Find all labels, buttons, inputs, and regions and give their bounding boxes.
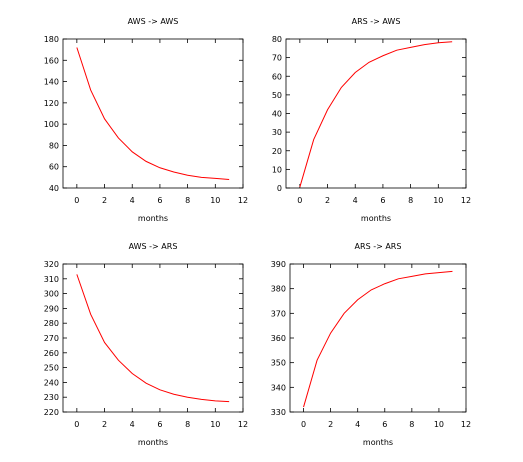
chart-panel-aws-aws: AWS -> AWS months 0 2 4 6 8 10 12 40 60 80 100 120 1… <box>44 17 248 223</box>
x-tick-label: 2 <box>102 420 107 429</box>
y-tick-label: 30 <box>272 128 282 137</box>
x-axis-label: months <box>363 438 393 447</box>
x-tick-label: 12 <box>461 420 471 429</box>
x-tick-label: 8 <box>185 196 190 205</box>
y-tick-label: 340 <box>271 383 286 392</box>
x-tick-label: 4 <box>130 196 135 205</box>
plot-frame <box>62 263 244 413</box>
x-tick-label: 2 <box>325 196 330 205</box>
x-tick-label: 6 <box>157 196 162 205</box>
y-tick-label: 160 <box>44 56 59 65</box>
x-tick-label: 6 <box>382 420 387 429</box>
chart-title: ARS -> AWS <box>352 17 401 26</box>
plot-frame <box>289 263 467 413</box>
y-tick-label: 80 <box>49 141 59 150</box>
x-tick-label: 10 <box>434 420 444 429</box>
y-tick-label: 360 <box>271 334 286 343</box>
y-tick-label: 120 <box>44 99 59 108</box>
x-tick-label: 0 <box>74 196 79 205</box>
y-tick-label: 80 <box>272 35 282 44</box>
x-tick-label: 10 <box>433 196 443 205</box>
x-tick-label: 8 <box>408 196 413 205</box>
x-tick-label: 4 <box>130 420 135 429</box>
y-tick-label: 20 <box>272 147 282 156</box>
chart-title: AWS -> AWS <box>128 17 179 26</box>
y-tick-label: 370 <box>271 309 286 318</box>
y-tick-label: 40 <box>272 110 282 119</box>
y-tick-label: 220 <box>44 408 59 417</box>
series-line <box>303 270 453 408</box>
x-tick-label: 2 <box>328 420 333 429</box>
x-tick-label: 6 <box>157 420 162 429</box>
y-tick-label: 320 <box>44 260 59 269</box>
chart-title: AWS -> ARS <box>129 242 178 251</box>
x-tick-label: 10 <box>210 196 220 205</box>
chart-panel-ars-ars: ARS -> ARS months 0 2 4 6 8 10 12 330 340 350 360 3… <box>271 242 471 447</box>
y-tick-label: 10 <box>272 165 282 174</box>
y-tick-label: 390 <box>271 260 286 269</box>
y-tick-label: 290 <box>44 304 59 313</box>
x-tick-label: 12 <box>238 196 248 205</box>
x-tick-label: 6 <box>380 196 385 205</box>
y-tick-label: 140 <box>44 78 59 87</box>
x-tick-label: 0 <box>301 420 306 429</box>
x-tick-label: 4 <box>353 196 358 205</box>
y-tick-label: 60 <box>49 163 59 172</box>
y-tick-label: 250 <box>44 364 59 373</box>
y-tick-label: 180 <box>44 35 59 44</box>
y-tick-label: 350 <box>271 359 286 368</box>
x-tick-label: 4 <box>355 420 360 429</box>
x-tick-label: 8 <box>409 420 414 429</box>
y-tick-label: 100 <box>44 120 59 129</box>
chart-title: ARS -> ARS <box>355 242 402 251</box>
y-tick-label: 50 <box>272 91 282 100</box>
y-tick-label: 240 <box>44 378 59 387</box>
plot-frame <box>62 38 244 189</box>
x-tick-label: 2 <box>102 196 107 205</box>
y-tick-label: 280 <box>44 319 59 328</box>
x-tick-label: 0 <box>297 196 302 205</box>
x-tick-label: 12 <box>238 420 248 429</box>
x-axis-label: months <box>138 438 168 447</box>
y-tick-label: 310 <box>44 275 59 284</box>
x-tick-label: 10 <box>210 420 220 429</box>
series-line <box>76 274 230 403</box>
y-tick-label: 0 <box>277 184 282 193</box>
y-tick-label: 300 <box>44 290 59 299</box>
chart-panel-aws-ars: AWS -> ARS months 0 2 4 6 8 10 12 220 230 240 250 2… <box>44 242 248 447</box>
x-tick-label: 12 <box>461 196 471 205</box>
y-tick-label: 60 <box>272 72 282 81</box>
y-tick-label: 270 <box>44 334 59 343</box>
y-tick-label: 380 <box>271 285 286 294</box>
y-tick-label: 70 <box>272 54 282 63</box>
chart-panel-ars-aws: ARS -> AWS months 0 2 4 6 8 10 12 0 10 20 30 40 50 60… <box>272 17 471 223</box>
plot-frame <box>285 38 467 189</box>
series-line <box>76 47 230 180</box>
x-axis-label: months <box>361 214 391 223</box>
y-tick-label: 330 <box>271 408 286 417</box>
x-tick-label: 0 <box>74 420 79 429</box>
y-tick-label: 230 <box>44 393 59 402</box>
series-line <box>299 41 453 188</box>
x-tick-label: 8 <box>185 420 190 429</box>
x-axis-label: months <box>138 214 168 223</box>
y-tick-label: 260 <box>44 349 59 358</box>
y-tick-label: 40 <box>49 184 59 193</box>
